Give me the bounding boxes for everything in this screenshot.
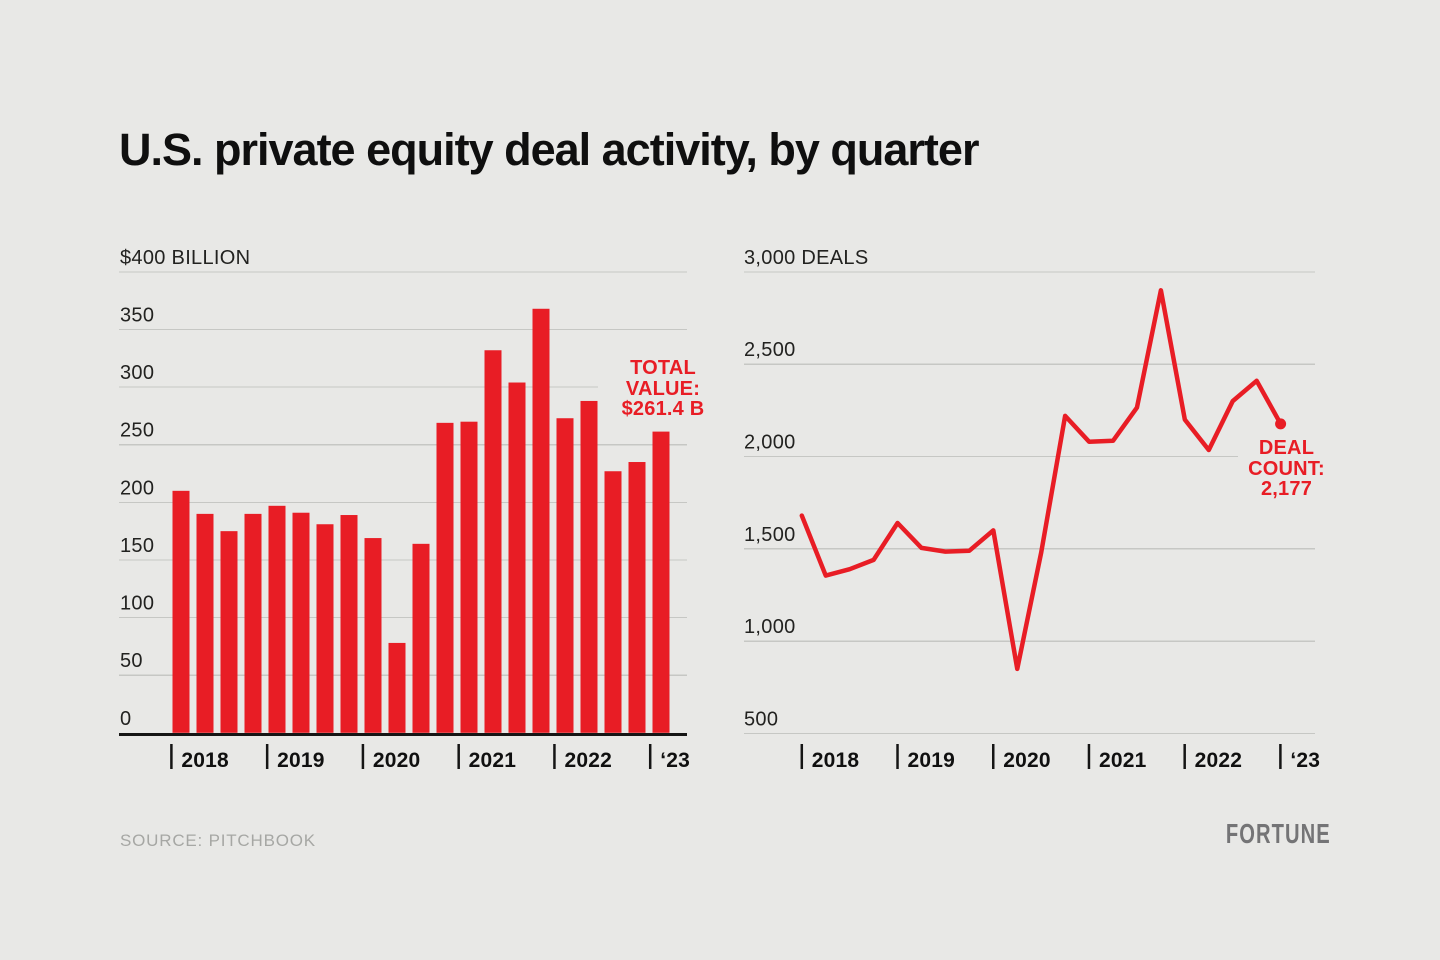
bar-q3-2020 [412, 543, 430, 733]
page-title: U.S. private equity deal activity, by qu… [119, 124, 979, 175]
x-axis-tick-label: 2018 [812, 749, 860, 772]
deal-count-line1: DEAL [1258, 437, 1315, 459]
bar-q2-2020 [388, 642, 406, 733]
bar-q1-2019 [268, 505, 286, 733]
x-axis-tick-label: 2019 [277, 749, 325, 772]
y-axis-label: 250 [120, 420, 154, 442]
y-axis-label: 300 [120, 362, 154, 384]
bar-q1-2021 [460, 421, 478, 733]
y-axis-label: 2,500 [744, 339, 796, 361]
y-axis-label: 1,500 [744, 524, 796, 546]
x-axis-tick-label: 2019 [908, 749, 956, 772]
y-axis-label: 50 [120, 650, 143, 672]
bar-q3-2021 [508, 382, 526, 733]
y-axis-label: 500 [744, 709, 778, 731]
x-axis-tick-label: 2022 [564, 749, 612, 772]
bar-q1-2018 [172, 490, 190, 733]
bar-q1-2022 [556, 418, 574, 733]
x-axis-tick-label: 2018 [181, 749, 229, 772]
y-axis-label: $400 BILLION [120, 247, 250, 269]
bar-q2-2019 [292, 512, 310, 733]
bar-q3-2018 [220, 531, 238, 733]
x-axis-tick-label: 2022 [1195, 749, 1243, 772]
line-end-dot [1275, 418, 1287, 430]
bar-q4-2021 [532, 308, 550, 733]
fortune-logo: FORTUNE [1225, 818, 1331, 849]
y-axis-label: 150 [120, 535, 154, 557]
deal-count-line2: COUNT: [1248, 457, 1325, 480]
bar-q4-2019 [340, 515, 358, 733]
deal-count-line3: 2,177 [1260, 478, 1313, 500]
bar-q4-2022 [628, 462, 646, 733]
source-credit: SOURCE: PITCHBOOK [120, 831, 316, 850]
y-axis-label: 350 [120, 305, 154, 327]
bar-q3-2022 [604, 471, 622, 733]
y-axis-label: 1,000 [744, 616, 796, 638]
y-axis-label: 2,000 [744, 432, 796, 454]
bar-q3-2019 [316, 524, 334, 733]
y-axis-label: 200 [120, 477, 154, 499]
bar-q2-2021 [484, 350, 502, 733]
total-value-line3: $261.4 B [621, 398, 705, 420]
bar-q4-2020 [436, 422, 454, 733]
deal-count-annotation: DEAL COUNT: 2,177 [1238, 438, 1335, 500]
x-axis-tick-label: ‘23 [1290, 749, 1320, 772]
x-axis-tick-label: 2020 [1003, 749, 1051, 772]
total-value-line2: VALUE: [625, 377, 701, 400]
bar-q2-2022 [580, 400, 598, 733]
y-axis-label: 3,000 DEALS [744, 247, 869, 269]
bar-q4-2018 [244, 513, 262, 733]
total-value-annotation: TOTAL VALUE: $261.4 B [598, 358, 728, 420]
y-axis-label: 0 [120, 708, 131, 730]
x-axis-tick-label: 2020 [373, 749, 421, 772]
x-axis-tick-label: 2021 [1099, 749, 1147, 772]
x-axis-tick-label: 2021 [469, 749, 517, 772]
x-axis-tick-label: ‘23 [660, 749, 690, 772]
y-axis-label: 100 [120, 593, 154, 615]
bar-q2-2018 [196, 513, 214, 733]
bars-group [172, 308, 670, 733]
bar-q1-2023 [652, 431, 670, 733]
total-value-line1: TOTAL [630, 357, 696, 379]
deal-count-line [799, 288, 1283, 672]
bar-q1-2020 [364, 538, 382, 733]
